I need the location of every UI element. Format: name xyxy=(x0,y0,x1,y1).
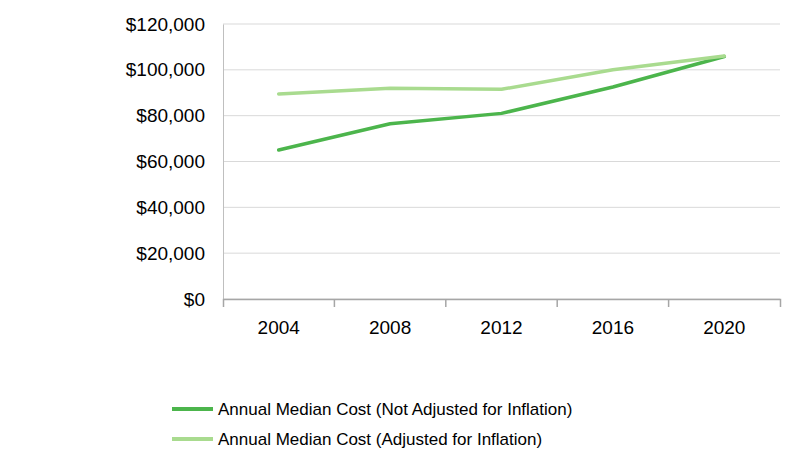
y-tick: $100,000 xyxy=(126,59,223,80)
chart-svg: $0 $20,000 $40,000 $60,000 $80,000 $100,000 $1… xyxy=(0,0,800,468)
y-axis: $0 $20,000 $40,000 $60,000 $80,000 $100,000 $1… xyxy=(126,14,224,310)
y-tick-label: $20,000 xyxy=(136,243,205,264)
x-tick-label: 2020 xyxy=(703,317,745,338)
chart-container: $0 $20,000 $40,000 $60,000 $80,000 $100,000 $1… xyxy=(0,0,800,468)
x-tick: 2012 xyxy=(480,299,522,338)
y-tick-label: $40,000 xyxy=(136,197,205,218)
y-tick: $0 xyxy=(184,289,223,310)
y-tick: $120,000 xyxy=(126,14,223,35)
legend-swatch xyxy=(172,407,213,411)
grid-line xyxy=(223,24,780,25)
series-line xyxy=(279,56,725,94)
x-axis-line xyxy=(224,300,781,308)
y-tick: $60,000 xyxy=(136,151,223,172)
y-axis-line xyxy=(223,25,224,300)
legend-label: Annual Median Cost (Adjusted for Inflati… xyxy=(218,430,542,449)
x-tick-divider xyxy=(334,299,336,307)
y-tick: $40,000 xyxy=(136,197,223,218)
x-tick: 2008 xyxy=(369,299,411,338)
x-tick: 2020 xyxy=(703,299,745,338)
x-tick-divider xyxy=(556,299,558,307)
series-line xyxy=(279,57,725,151)
x-tick-label: 2016 xyxy=(592,317,634,338)
y-tick-label: $0 xyxy=(184,289,205,310)
legend-swatch xyxy=(172,437,213,441)
x-axis: 2004 2008 2012 2016 2020 xyxy=(224,299,781,338)
grid-line xyxy=(223,69,780,70)
y-tick-label: $120,000 xyxy=(126,14,205,35)
x-tick-divider xyxy=(668,299,670,307)
grid-line xyxy=(223,161,780,162)
legend-item: Annual Median Cost (Adjusted for Inflati… xyxy=(172,430,542,449)
legend-label: Annual Median Cost (Not Adjusted for Inf… xyxy=(218,400,572,419)
grid-line xyxy=(223,253,780,254)
grid-line xyxy=(223,115,780,116)
x-tick-label: 2012 xyxy=(480,317,522,338)
grid-line xyxy=(223,207,780,208)
x-tick-label: 2004 xyxy=(258,317,301,338)
lines xyxy=(279,56,725,150)
legend: Annual Median Cost (Not Adjusted for Inf… xyxy=(172,400,572,449)
x-tick: 2016 xyxy=(592,299,634,338)
y-tick-label: $100,000 xyxy=(126,59,205,80)
y-tick: $80,000 xyxy=(136,105,223,126)
y-tick: $20,000 xyxy=(136,243,223,264)
grid xyxy=(223,24,780,299)
legend-item: Annual Median Cost (Not Adjusted for Inf… xyxy=(172,400,572,419)
x-tick-divider xyxy=(445,299,447,307)
y-tick-label: $80,000 xyxy=(136,105,205,126)
x-tick: 2004 xyxy=(258,299,301,338)
y-tick-label: $60,000 xyxy=(136,151,205,172)
x-tick-label: 2008 xyxy=(369,317,411,338)
